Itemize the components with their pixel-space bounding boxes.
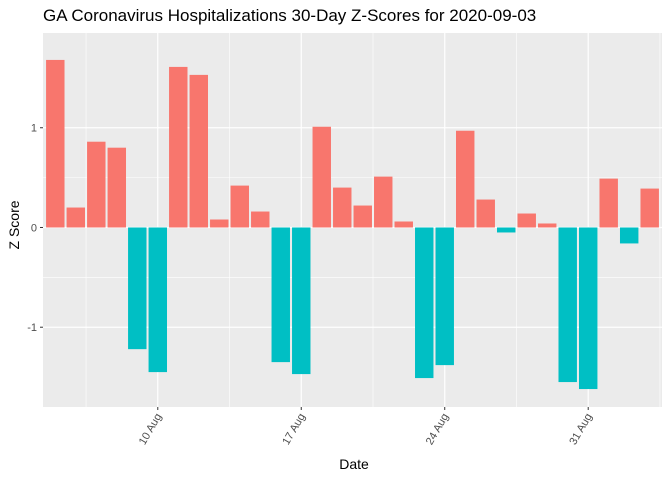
y-axis: -1 0 1: [27, 123, 43, 334]
bar: [271, 227, 290, 363]
bar: [497, 227, 516, 233]
bar: [87, 141, 106, 228]
x-tick-label: 31 Aug: [567, 412, 595, 448]
bar: [599, 178, 618, 228]
bar: [230, 185, 249, 228]
y-tick-label: 1: [31, 123, 37, 135]
bar: [128, 227, 147, 350]
x-tick-label: 10 Aug: [137, 412, 165, 448]
chart-title: GA Coronavirus Hospitalizations 30-Day Z…: [43, 6, 536, 25]
y-tick-label: -1: [27, 322, 37, 334]
bar: [210, 219, 229, 228]
x-axis-title: Date: [339, 456, 369, 472]
bar: [517, 213, 536, 228]
bar: [578, 227, 598, 390]
bar: [107, 147, 127, 228]
y-axis-title: Z Score: [6, 200, 22, 249]
bar: [148, 227, 168, 373]
y-tick-label: 0: [31, 222, 37, 234]
bar: [353, 205, 372, 228]
x-axis: 10 Aug 17 Aug 24 Aug 31 Aug: [137, 407, 595, 447]
bar: [619, 227, 639, 244]
bar: [189, 74, 208, 228]
bar: [66, 207, 86, 228]
bar: [415, 227, 434, 379]
bar: [251, 211, 270, 228]
bars: [46, 59, 659, 390]
bar: [640, 188, 659, 228]
bar: [46, 59, 65, 228]
bar: [476, 199, 495, 228]
bar: [537, 223, 557, 228]
x-tick-label: 17 Aug: [280, 412, 308, 448]
bar: [456, 130, 475, 228]
bar: [169, 66, 188, 228]
x-tick-label: 24 Aug: [424, 412, 452, 448]
bar: [374, 176, 393, 228]
bar: [312, 126, 331, 228]
bar: [394, 221, 413, 228]
bar: [435, 227, 454, 366]
bar: [292, 227, 311, 375]
bar: [558, 227, 577, 383]
bar: [333, 187, 352, 228]
